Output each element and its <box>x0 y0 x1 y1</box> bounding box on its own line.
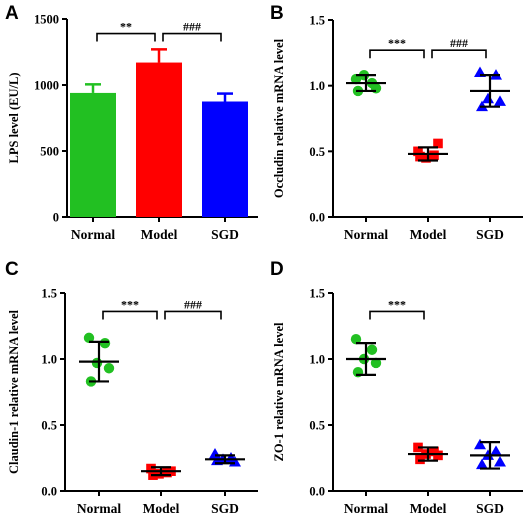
significance-label: ** <box>120 20 132 34</box>
x-tick-label: SGD <box>476 501 504 514</box>
significance-bracket <box>164 310 222 320</box>
data-point <box>99 337 111 349</box>
y-tick-label: 0.0 <box>309 211 325 225</box>
x-tick-label: Model <box>410 501 447 514</box>
y-tick-label: 0.0 <box>309 485 325 499</box>
x-tick-label: SGD <box>211 227 239 242</box>
bar <box>70 92 116 217</box>
panel-letter: C <box>5 259 19 280</box>
significance-bracket <box>369 49 425 59</box>
data-point <box>103 363 115 374</box>
data-point <box>476 458 488 470</box>
data-point <box>429 150 439 161</box>
data-point <box>415 151 425 162</box>
panel-d: D 0.0 0.5 1.0 1.5 Normal Model SGD ZO-1 relative… <box>270 259 523 514</box>
significance-label: ### <box>184 297 202 311</box>
data-point <box>83 332 95 344</box>
y-tick-label: 1.0 <box>41 353 57 367</box>
data-point <box>91 357 103 369</box>
significance-bracket <box>96 32 156 42</box>
x-tick-label: Model <box>410 227 447 242</box>
significance-label: ### <box>183 20 201 34</box>
data-point <box>366 344 378 355</box>
panel-letter: D <box>270 259 284 280</box>
data-point <box>490 445 502 456</box>
y-tick-label: 0 <box>53 211 59 225</box>
significance-bracket <box>102 310 158 320</box>
y-tick-label: 0.5 <box>309 145 325 159</box>
significance-label: *** <box>388 36 406 50</box>
x-tick-label: Model <box>143 501 180 514</box>
data-point <box>415 454 425 465</box>
x-tick-label: SGD <box>476 227 504 242</box>
y-axis-title: ZO-1 relative mRNA level <box>272 322 286 461</box>
data-point <box>482 92 494 104</box>
significance-bracket <box>162 32 222 42</box>
significance-bracket <box>369 310 425 320</box>
x-tick-label: SGD <box>211 501 239 514</box>
data-point <box>421 153 431 163</box>
y-tick-label: 1500 <box>34 13 59 27</box>
panel-b: B 0.0 0.5 1.0 1.5 Normal Model SGD Occludin rela… <box>270 3 523 242</box>
data-point <box>413 146 423 157</box>
bar <box>202 101 248 217</box>
data-point <box>350 73 362 85</box>
data-point <box>474 438 486 450</box>
x-tick-label: Normal <box>71 227 115 242</box>
data-point <box>154 469 164 479</box>
significance-bracket <box>431 49 487 59</box>
y-axis-title: LPS level (EU/L) <box>7 73 21 164</box>
y-tick-label: 0.5 <box>41 419 57 433</box>
x-tick-label: Normal <box>344 227 388 242</box>
panel-c: C 0.0 0.5 1.0 1.5 Normal Model SGD Claudin-1 rel… <box>5 259 258 514</box>
data-point <box>146 463 156 474</box>
y-tick-label: 1000 <box>34 79 59 93</box>
data-point <box>370 357 382 369</box>
y-tick-label: 0.0 <box>41 485 57 499</box>
y-tick-label: 500 <box>40 145 59 159</box>
y-tick-label: 1.0 <box>309 353 325 367</box>
x-tick-label: Normal <box>77 501 121 514</box>
y-tick-label: 1.5 <box>41 287 57 301</box>
significance-label: ### <box>450 36 468 50</box>
y-tick-label: 1.5 <box>309 14 325 28</box>
data-point <box>350 334 362 345</box>
data-point <box>494 95 506 106</box>
x-tick-label: Normal <box>344 501 388 514</box>
significance-label: *** <box>388 297 406 311</box>
data-point <box>433 450 443 461</box>
bar <box>136 62 182 218</box>
panel-a: A 0 500 1000 1500 Normal Model SGD LPS level (EU… <box>5 3 258 242</box>
y-tick-label: 1.5 <box>309 287 325 301</box>
y-axis-title: Claudin-1 relative mRNA level <box>7 309 21 474</box>
y-tick-label: 1.0 <box>309 79 325 93</box>
data-point <box>433 138 443 149</box>
panel-letter: B <box>270 3 284 24</box>
data-point <box>494 455 506 467</box>
panels-group: A 0 500 1000 1500 Normal Model SGD LPS level (EU… <box>5 3 523 514</box>
panel-letter: A <box>5 3 19 24</box>
y-axis-title: Occludin relative mRNA level <box>272 38 286 198</box>
y-tick-label: 0.5 <box>309 419 325 433</box>
data-point <box>209 448 221 459</box>
significance-label: *** <box>121 297 139 311</box>
x-tick-label: Model <box>141 227 178 242</box>
